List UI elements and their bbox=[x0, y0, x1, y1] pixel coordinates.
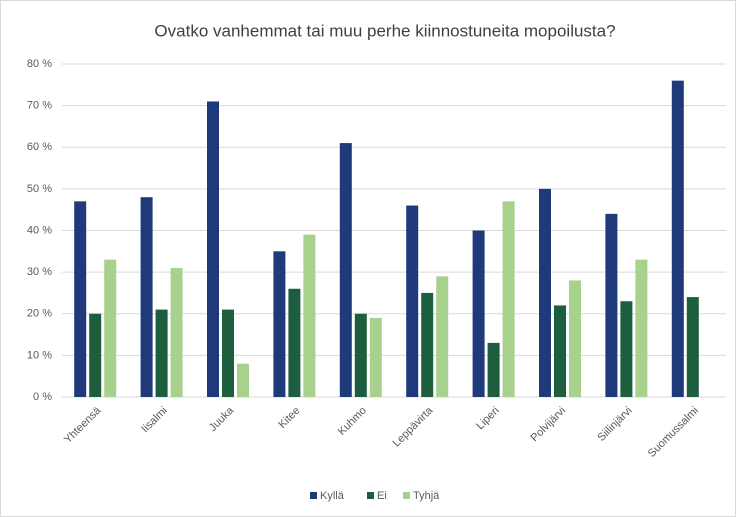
y-tick-label: 40 % bbox=[27, 224, 52, 236]
bar bbox=[339, 143, 352, 397]
bar bbox=[502, 201, 515, 397]
y-tick-label: 30 % bbox=[27, 266, 52, 278]
bar bbox=[569, 280, 581, 397]
bar bbox=[686, 297, 699, 397]
bar bbox=[539, 188, 551, 397]
bar bbox=[140, 197, 153, 397]
bar bbox=[207, 101, 219, 398]
y-tick-label: 70 % bbox=[27, 100, 52, 112]
bar bbox=[155, 309, 168, 397]
y-tick-label: 80 % bbox=[27, 58, 52, 70]
bar bbox=[671, 80, 684, 398]
y-tick-label: 50 % bbox=[27, 183, 52, 195]
bar bbox=[104, 259, 117, 397]
bar bbox=[170, 267, 183, 397]
bar bbox=[303, 234, 316, 397]
bar bbox=[472, 230, 485, 397]
bar bbox=[605, 213, 618, 397]
y-tick-label: 10 % bbox=[27, 349, 52, 361]
bar bbox=[406, 205, 419, 397]
bar bbox=[74, 201, 87, 397]
legend-swatch bbox=[367, 492, 374, 499]
bar bbox=[354, 313, 367, 397]
bar bbox=[237, 363, 249, 397]
bar bbox=[89, 313, 102, 397]
chart-title: Ovatko vanhemmat tai muu perhe kiinnostu… bbox=[154, 21, 615, 40]
bar bbox=[554, 305, 566, 397]
legend-label: Kyllä bbox=[320, 490, 345, 502]
y-tick-label: 0 % bbox=[33, 391, 52, 403]
bar bbox=[273, 251, 286, 397]
bar bbox=[288, 288, 301, 397]
y-tick-label: 60 % bbox=[27, 141, 52, 153]
bar bbox=[620, 301, 633, 397]
bar bbox=[421, 292, 434, 397]
legend-label: Tyhjä bbox=[413, 490, 440, 502]
bar bbox=[436, 276, 449, 397]
bar bbox=[222, 309, 234, 397]
legend-swatch bbox=[403, 492, 410, 499]
legend-label: Ei bbox=[377, 490, 387, 502]
legend-swatch bbox=[310, 492, 317, 499]
y-tick-label: 20 % bbox=[27, 308, 52, 320]
bar bbox=[635, 259, 648, 397]
bar bbox=[369, 317, 382, 397]
bar bbox=[487, 342, 500, 397]
